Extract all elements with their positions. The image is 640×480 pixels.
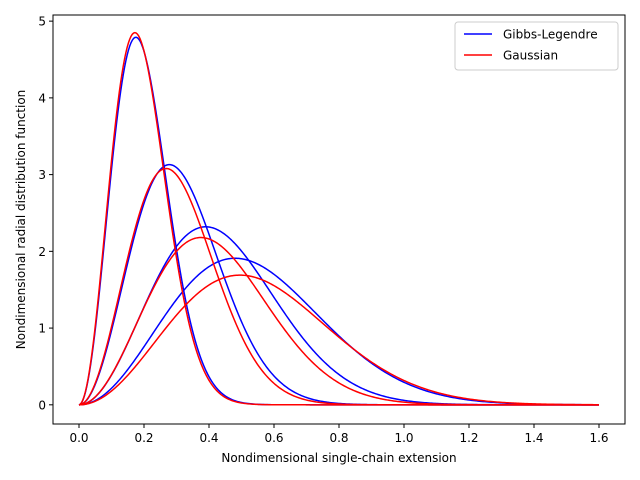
y-tick-label: 0 bbox=[38, 398, 46, 412]
y-tick-label: 5 bbox=[38, 15, 46, 29]
y-tick-label: 3 bbox=[38, 168, 46, 182]
x-tick-label: 1.6 bbox=[589, 431, 608, 445]
x-tick-label: 0.2 bbox=[134, 431, 153, 445]
x-tick-label: 1.0 bbox=[394, 431, 413, 445]
series-line-gibbs-legendre bbox=[78, 226, 599, 406]
series-line-gaussian bbox=[78, 236, 599, 406]
legend: Gibbs-Legendre Gaussian bbox=[454, 21, 619, 71]
x-tick-label: 0.6 bbox=[264, 431, 283, 445]
legend-label-gaussian: Gaussian bbox=[503, 49, 558, 63]
y-axis-label: Nondimensional radial distribution funct… bbox=[14, 90, 28, 350]
y-tick-label: 2 bbox=[38, 245, 46, 259]
x-tick-label: 1.2 bbox=[459, 431, 478, 445]
x-tick-label: 0.8 bbox=[329, 431, 348, 445]
x-axis: 0.0 0.2 0.4 0.6 0.8 1.0 1.2 1.4 1.6 bbox=[69, 424, 609, 445]
series-layer bbox=[78, 31, 600, 406]
legend-label-gibbs-legendre: Gibbs-Legendre bbox=[503, 28, 598, 42]
x-tick-label: 1.4 bbox=[524, 431, 543, 445]
series-line-gibbs-legendre bbox=[78, 36, 599, 406]
y-tick-label: 4 bbox=[38, 91, 46, 105]
series-line-gaussian bbox=[78, 31, 599, 406]
series-line-gaussian bbox=[78, 167, 599, 406]
y-axis: 0 1 2 3 4 5 bbox=[38, 15, 53, 412]
legend-box bbox=[454, 21, 619, 71]
x-axis-label: Nondimensional single-chain extension bbox=[221, 451, 456, 465]
x-tick-label: 0.4 bbox=[199, 431, 218, 445]
series-line-gaussian bbox=[78, 274, 600, 406]
x-tick-label: 0.0 bbox=[69, 431, 88, 445]
y-tick-label: 1 bbox=[38, 322, 46, 336]
series-line-gibbs-legendre bbox=[78, 163, 599, 406]
